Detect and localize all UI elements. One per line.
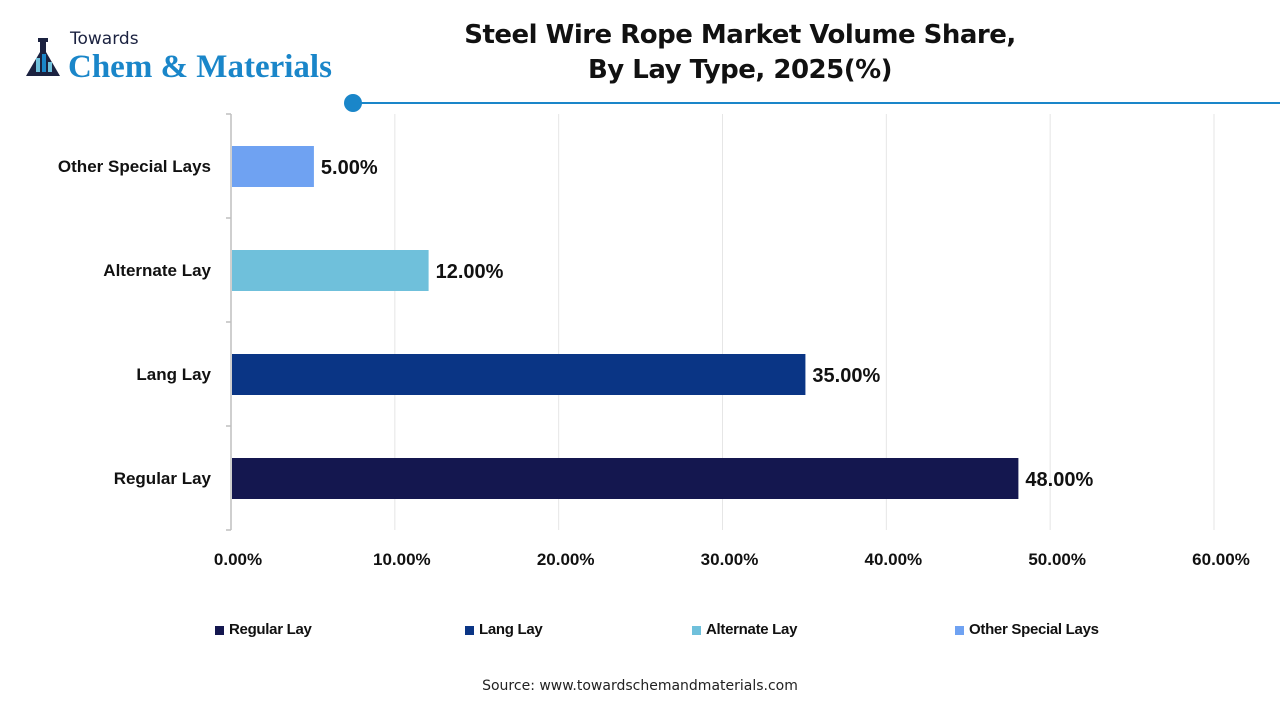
category-label: Alternate Lay — [103, 261, 211, 280]
legend-item-other-special-lays: Other Special Lays — [955, 620, 1099, 640]
legend-item-lang-lay: Lang Lay — [465, 620, 543, 640]
bar-alternate-lay — [232, 250, 429, 291]
title-line-2: By Lay Type, 2025(%) — [587, 55, 893, 85]
brand-towards: Towards — [70, 29, 139, 49]
legend: Regular Lay Lang Lay Alternate Lay Other… — [0, 620, 1280, 640]
legend-label: Other Special Lays — [969, 621, 1099, 638]
data-label: 48.00% — [1025, 469, 1093, 491]
brand-logo: Towards Chem & Materials — [22, 30, 342, 86]
legend-swatch — [692, 625, 701, 635]
data-label: 12.00% — [436, 261, 504, 283]
x-tick-label: 30.00% — [701, 550, 759, 569]
brand-name: Chem & Materials — [68, 49, 332, 85]
category-label: Lang Lay — [136, 365, 211, 384]
title-rule — [353, 102, 1280, 104]
legend-item-alternate-lay: Alternate Lay — [692, 620, 797, 640]
x-tick-label: 20.00% — [537, 550, 595, 569]
legend-swatch — [215, 625, 224, 635]
x-tick-label: 50.00% — [1028, 550, 1086, 569]
x-tick-label: 0.00% — [214, 550, 262, 569]
bar-regular-lay — [232, 458, 1019, 499]
legend-item-regular-lay: Regular Lay — [215, 620, 312, 640]
category-label: Regular Lay — [114, 469, 212, 488]
legend-label: Lang Lay — [479, 621, 543, 638]
bar-chart: 0.00% 10.00% 20.00% 30.00% 40.00% 50.00% 60.00… — [58, 113, 1250, 569]
category-label: Other Special Lays — [58, 157, 211, 176]
source-note: Source: www.towardschemandmaterials.com — [482, 678, 798, 694]
legend-swatch — [465, 625, 474, 635]
data-label: 5.00% — [321, 157, 378, 179]
title-rule-dot — [344, 94, 362, 112]
chart-title: Steel Wire Rope Market Volume Share, By … — [440, 18, 1040, 88]
x-tick-label: 60.00% — [1192, 550, 1250, 569]
bar-other-special-lays — [232, 146, 314, 187]
data-label: 35.00% — [812, 365, 880, 387]
x-tick-label: 40.00% — [864, 550, 922, 569]
legend-label: Regular Lay — [229, 621, 312, 638]
legend-swatch — [955, 625, 964, 635]
bar-lang-lay — [232, 354, 806, 395]
title-line-1: Steel Wire Rope Market Volume Share, — [464, 20, 1016, 50]
legend-label: Alternate Lay — [706, 621, 798, 638]
flask-icon — [26, 38, 60, 76]
x-tick-label: 10.00% — [373, 550, 431, 569]
